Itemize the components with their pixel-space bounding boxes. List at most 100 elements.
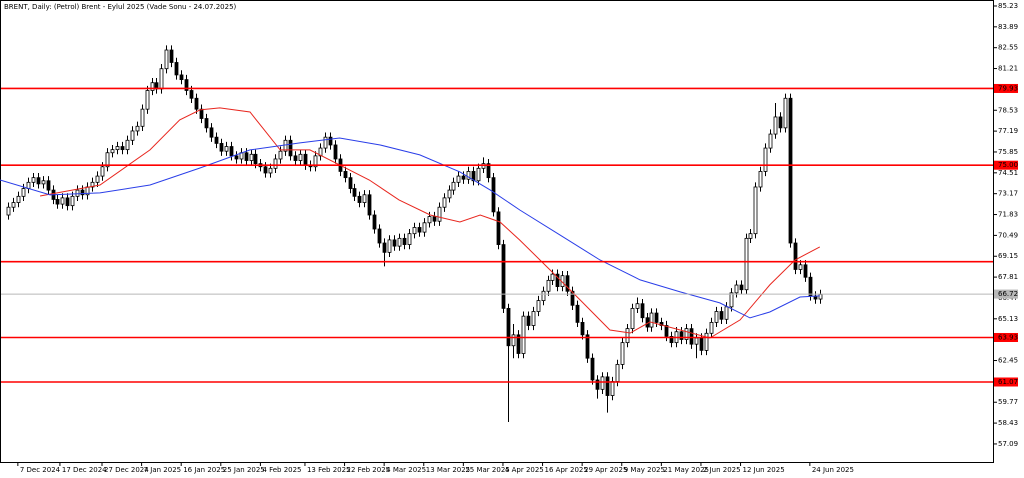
candle-body bbox=[793, 242, 798, 270]
candle-body bbox=[486, 163, 491, 179]
candle-body bbox=[516, 334, 521, 354]
candle-body bbox=[26, 181, 31, 189]
candle-body bbox=[159, 68, 164, 90]
candle-body bbox=[174, 62, 179, 76]
candle-body bbox=[333, 144, 338, 160]
x-tick-label: 4 Mar 2025 bbox=[386, 466, 426, 474]
candle-body bbox=[80, 189, 85, 196]
candle-body bbox=[397, 237, 402, 247]
y-tick-label: 74.51 bbox=[998, 169, 1018, 177]
candle-body bbox=[130, 130, 135, 141]
y-tick-label: 59.77 bbox=[998, 398, 1018, 406]
candle-body bbox=[204, 118, 209, 129]
candle-body bbox=[6, 206, 11, 216]
candle-body bbox=[709, 321, 714, 334]
candle-body bbox=[352, 188, 357, 197]
candle-body bbox=[288, 139, 293, 157]
candle-body bbox=[402, 237, 407, 245]
x-tick-label: 4 Feb 2025 bbox=[262, 466, 301, 474]
candle-body bbox=[506, 307, 511, 347]
x-tick-label: 16 Jan 2025 bbox=[183, 466, 225, 474]
candle-body bbox=[724, 306, 729, 320]
candle-body bbox=[585, 334, 590, 359]
y-tick-label: 67.81 bbox=[998, 273, 1018, 281]
y-tick-label: 70.49 bbox=[998, 231, 1018, 239]
candle-body bbox=[620, 342, 625, 365]
candle-body bbox=[303, 153, 308, 166]
candle-body bbox=[590, 357, 595, 381]
x-tick-label: 16 Apr 2025 bbox=[545, 466, 588, 474]
candle-body bbox=[610, 381, 615, 396]
candle-body bbox=[150, 82, 155, 91]
candle-body bbox=[234, 155, 239, 160]
candle-body bbox=[16, 195, 21, 203]
candle-body bbox=[313, 155, 318, 168]
candle-body bbox=[447, 189, 452, 199]
x-tick-label: 2 Jun 2025 bbox=[703, 466, 741, 474]
level-label: 79.93 bbox=[998, 84, 1018, 92]
moving-average-line bbox=[40, 107, 821, 339]
candle-body bbox=[748, 233, 753, 239]
candle-body bbox=[407, 233, 412, 245]
candle-body bbox=[739, 284, 744, 291]
x-tick-label: 13 Feb 2025 bbox=[307, 466, 351, 474]
candle-body bbox=[427, 216, 432, 224]
candle-body bbox=[630, 307, 635, 330]
candle-body bbox=[392, 239, 397, 247]
candle-body bbox=[214, 136, 219, 144]
candle-body bbox=[511, 334, 516, 347]
candle-body bbox=[377, 228, 382, 244]
candle-body bbox=[283, 139, 288, 152]
candle-body bbox=[110, 149, 115, 154]
y-tick-label: 75.85 bbox=[998, 148, 1018, 156]
candle-body bbox=[164, 49, 169, 70]
y-tick-label: 78.53 bbox=[998, 106, 1018, 114]
level-label: 61.07 bbox=[998, 378, 1018, 386]
candle-body bbox=[734, 284, 739, 294]
candle-body bbox=[778, 116, 783, 129]
candle-body bbox=[605, 376, 610, 396]
candle-body bbox=[818, 293, 823, 300]
candle-body bbox=[249, 153, 254, 161]
candle-body bbox=[456, 175, 461, 183]
candle-body bbox=[580, 321, 585, 336]
y-tick-label: 57.09 bbox=[998, 440, 1018, 448]
y-tick-label: 58.43 bbox=[998, 419, 1018, 427]
y-tick-label: 62.45 bbox=[998, 357, 1018, 365]
candle-body bbox=[293, 155, 298, 161]
candle-body bbox=[120, 146, 125, 151]
candle-body bbox=[372, 214, 377, 230]
candle-body bbox=[145, 90, 150, 110]
candle-body bbox=[541, 290, 546, 302]
candle-body bbox=[95, 175, 100, 183]
level-label: 63.93 bbox=[998, 333, 1018, 341]
current-price-label: 66.72 bbox=[998, 290, 1018, 298]
candle-body bbox=[808, 276, 813, 297]
candle-body bbox=[600, 376, 605, 390]
candle-body bbox=[273, 158, 278, 169]
y-tick-label: 77.19 bbox=[998, 127, 1018, 135]
x-tick-label: 25 Mar 2025 bbox=[465, 466, 509, 474]
candle-body bbox=[343, 171, 348, 179]
y-tick-label: 82.55 bbox=[998, 44, 1018, 52]
candle-body bbox=[224, 146, 229, 152]
candle-body bbox=[555, 273, 560, 287]
candle-body bbox=[268, 167, 273, 174]
candle-body bbox=[798, 264, 803, 270]
y-tick-label: 85.23 bbox=[998, 2, 1018, 10]
candle-body bbox=[115, 146, 120, 151]
candle-body bbox=[496, 211, 501, 245]
candle-body bbox=[669, 336, 674, 344]
candle-body bbox=[461, 175, 466, 180]
level-label-box bbox=[994, 332, 1018, 342]
candle-body bbox=[654, 312, 659, 323]
candle-body bbox=[90, 181, 95, 188]
level-label-box bbox=[994, 160, 1018, 170]
candle-body bbox=[422, 222, 427, 233]
level-label: 75.00 bbox=[998, 161, 1018, 169]
x-tick-label: 7 Dec 2024 bbox=[20, 466, 61, 474]
candle-body bbox=[36, 177, 41, 185]
candle-body bbox=[179, 74, 184, 80]
candle-body bbox=[679, 331, 684, 340]
candle-body bbox=[60, 197, 65, 205]
